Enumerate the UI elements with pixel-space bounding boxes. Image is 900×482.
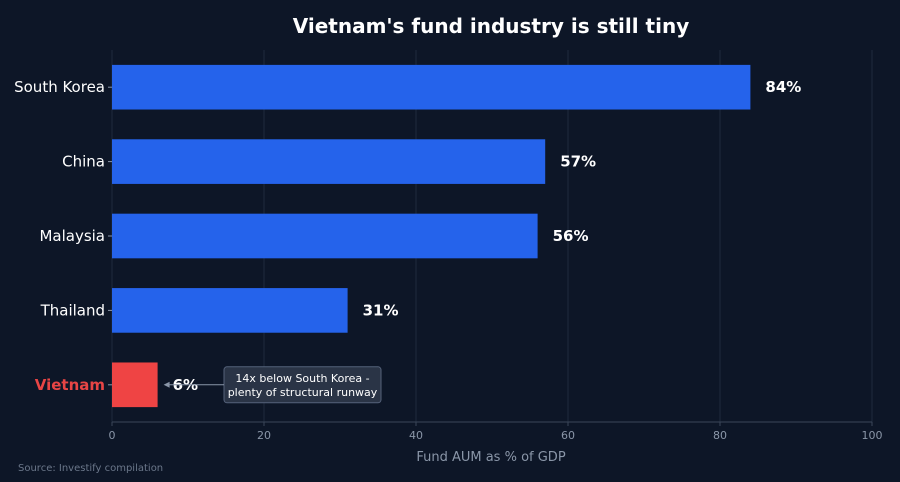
x-tick-label: 60 [561, 429, 575, 442]
x-tick-label: 100 [862, 429, 883, 442]
bars: South Korea 84% China 57% Malaysia 56% Thailan… [14, 64, 801, 408]
source-note: Source: Investify compilation [18, 463, 163, 474]
value-label: 31% [363, 301, 399, 319]
x-tick-label: 40 [409, 429, 423, 442]
bar-vietnam [112, 362, 158, 408]
x-tick-label: 0 [109, 429, 116, 442]
x-axis: 0 20 40 60 80 100 [109, 422, 883, 442]
category-label: Malaysia [39, 227, 105, 245]
bar-china [112, 139, 546, 184]
chart-title: Vietnam's fund industry is still tiny [293, 14, 690, 38]
x-axis-label: Fund AUM as % of GDP [416, 450, 565, 465]
value-label: 56% [553, 227, 589, 245]
annotation: 14x below South Korea -plenty of structu… [163, 366, 382, 404]
annotation-text: plenty of structural runway [228, 386, 378, 399]
value-label: 84% [765, 78, 801, 96]
category-label: Vietnam [35, 376, 105, 394]
bar-thailand [112, 288, 348, 333]
annotation-arrow-head [163, 381, 170, 388]
annotation-text: 14x below South Korea - [235, 372, 369, 385]
category-label: South Korea [14, 78, 105, 96]
bar-malaysia [112, 213, 538, 259]
x-tick-label: 80 [713, 429, 727, 442]
category-label: Thailand [40, 301, 105, 319]
x-tick-label: 20 [257, 429, 271, 442]
value-label: 57% [560, 153, 596, 171]
category-label: China [62, 153, 105, 171]
bar-south-korea [112, 64, 751, 110]
